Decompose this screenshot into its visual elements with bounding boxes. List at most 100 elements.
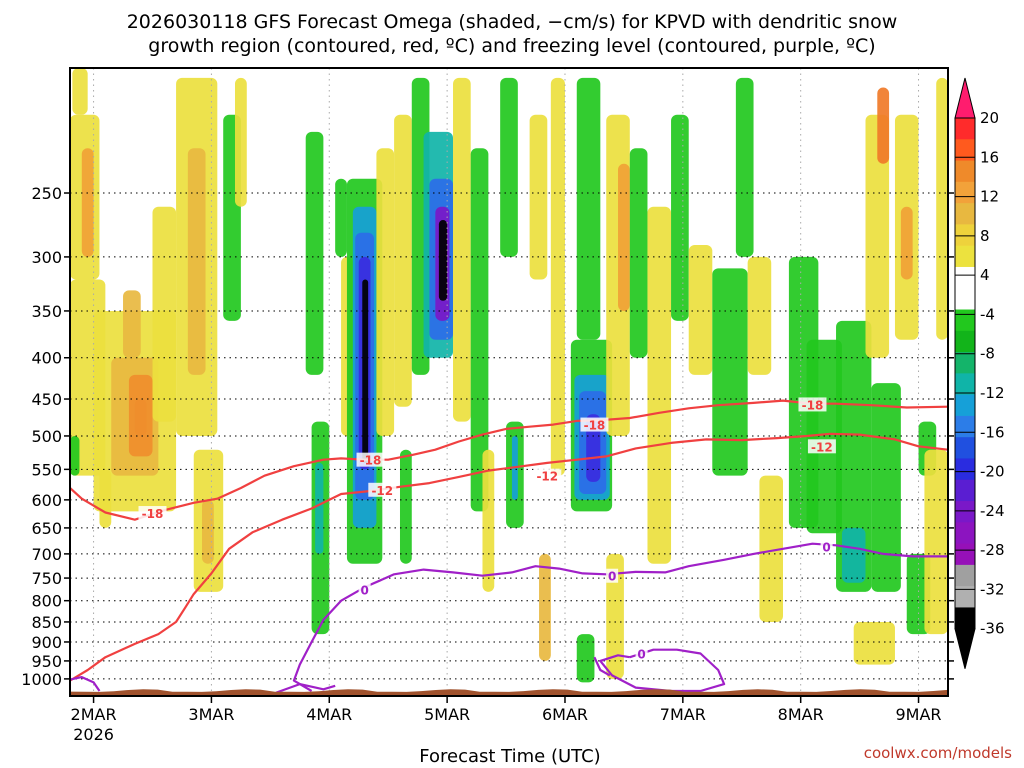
contour-label-bg bbox=[356, 452, 385, 467]
omega-cell bbox=[362, 279, 369, 463]
contour-freezing_0_tail bbox=[593, 656, 611, 677]
contour-label-bg bbox=[635, 646, 648, 661]
colorbar-label: -12 bbox=[980, 384, 1005, 402]
colorbar-swatch bbox=[955, 203, 975, 225]
omega-cell bbox=[841, 527, 866, 583]
colorbar-swatch bbox=[955, 181, 975, 204]
colorbar-swatch bbox=[955, 564, 975, 587]
contour-label-bg bbox=[606, 568, 619, 583]
colorbar-label: -4 bbox=[980, 305, 995, 323]
chart-title-line2: growth region (contoured, red, ºC) and f… bbox=[148, 35, 875, 57]
omega-cell bbox=[747, 256, 772, 375]
colorbar-label: 4 bbox=[980, 266, 990, 284]
contour-label-bg bbox=[820, 539, 833, 554]
x-tick-label: 6MAR bbox=[542, 705, 588, 724]
omega-shading bbox=[70, 68, 948, 683]
omega-cell bbox=[871, 383, 901, 592]
contour-label: -12 bbox=[536, 470, 558, 484]
colorbar-swatch bbox=[955, 118, 975, 140]
colorbar-swatch bbox=[955, 458, 975, 481]
contour-label-bg bbox=[368, 482, 397, 497]
colorbar-swatch bbox=[955, 224, 975, 247]
colorbar-swatch bbox=[955, 607, 975, 630]
contour-label: -18 bbox=[142, 507, 164, 521]
omega-cell bbox=[606, 553, 624, 679]
colorbar-swatch bbox=[955, 288, 975, 311]
colorbar-swatch bbox=[955, 394, 975, 417]
x-tick-label: 9MAR bbox=[896, 705, 942, 724]
omega-cell bbox=[900, 206, 913, 280]
credit-link[interactable]: coolwx.com/models bbox=[864, 744, 1012, 762]
contour-label-bg bbox=[533, 468, 562, 483]
omega-cell bbox=[712, 268, 748, 476]
colorbar-swatch bbox=[955, 586, 975, 608]
contour-lines: -18 -18 -12 -12 -18 -18 -12 0 0 0 0 bbox=[70, 397, 948, 694]
contour-label-bg bbox=[358, 582, 371, 597]
colorbar-swatch bbox=[955, 352, 975, 374]
contour-label: -12 bbox=[811, 440, 833, 454]
omega-cell bbox=[399, 449, 412, 564]
omega-cell bbox=[70, 435, 80, 476]
colorbar-swatch bbox=[955, 139, 975, 162]
omega-cell bbox=[629, 148, 648, 358]
omega-cell bbox=[759, 475, 784, 622]
colorbar-swatch bbox=[955, 522, 975, 545]
colorbar-swatch bbox=[955, 245, 975, 268]
omega-cell bbox=[500, 77, 518, 257]
y-axis-ticks: 2503003504004505005506006507007508008509… bbox=[21, 184, 954, 689]
contour-label-bg bbox=[807, 439, 836, 454]
colorbar-label: -20 bbox=[980, 463, 1005, 481]
colorbar-swatch bbox=[955, 330, 975, 353]
omega-cell bbox=[438, 219, 448, 301]
contour-label-bg bbox=[580, 417, 609, 432]
contour-label: -18 bbox=[584, 419, 606, 433]
y-tick-label: 350 bbox=[31, 302, 62, 321]
y-tick-label: 650 bbox=[31, 519, 62, 538]
colorbar-swatch bbox=[955, 479, 975, 502]
omega-cell bbox=[853, 621, 895, 665]
omega-cell bbox=[618, 163, 630, 311]
x-tick-sublabel: 2026 bbox=[73, 725, 114, 744]
colorbar-swatch bbox=[955, 501, 975, 523]
x-tick-label: 4MAR bbox=[306, 705, 352, 724]
contour-dgz_minus12 bbox=[70, 432, 948, 682]
colorbar-label: -32 bbox=[980, 580, 1005, 598]
contour-label: 0 bbox=[637, 647, 645, 661]
colorbar-label: 16 bbox=[980, 148, 999, 166]
colorbar-label: -16 bbox=[980, 423, 1005, 441]
y-tick-label: 250 bbox=[31, 184, 62, 203]
contour-freezing_0_lower bbox=[599, 648, 726, 693]
y-tick-label: 800 bbox=[31, 592, 62, 611]
y-tick-label: 450 bbox=[31, 390, 62, 409]
colorbar-swatch bbox=[955, 437, 975, 459]
colorbar-label: 12 bbox=[980, 188, 999, 206]
omega-cell bbox=[877, 87, 890, 164]
contour-freezing_0_left bbox=[70, 676, 101, 692]
colorbar-swatch bbox=[955, 266, 975, 289]
contour-label: 0 bbox=[360, 584, 368, 598]
omega-cell bbox=[539, 553, 551, 661]
y-tick-label: 950 bbox=[31, 652, 62, 671]
y-tick-label: 600 bbox=[31, 491, 62, 510]
ground-band bbox=[70, 689, 948, 696]
omega-cell bbox=[335, 178, 347, 257]
omega-cell bbox=[936, 77, 948, 340]
ground-surface bbox=[70, 689, 948, 696]
plot-frame bbox=[69, 67, 949, 697]
omega-cell bbox=[671, 114, 689, 321]
omega-cell bbox=[688, 245, 713, 375]
x-tick-label: 3MAR bbox=[188, 705, 234, 724]
x-tick-label: 2MAR bbox=[71, 705, 117, 724]
omega-cell bbox=[924, 449, 948, 635]
omega-cell bbox=[305, 131, 324, 375]
omega-cell bbox=[72, 68, 88, 115]
omega-cell bbox=[482, 449, 495, 592]
omega-cell bbox=[376, 148, 395, 436]
omega-cell bbox=[529, 114, 548, 280]
y-tick-label: 850 bbox=[31, 613, 62, 632]
omega-cell bbox=[81, 148, 94, 257]
omega-cell bbox=[806, 339, 842, 534]
y-tick-label: 400 bbox=[31, 349, 62, 368]
